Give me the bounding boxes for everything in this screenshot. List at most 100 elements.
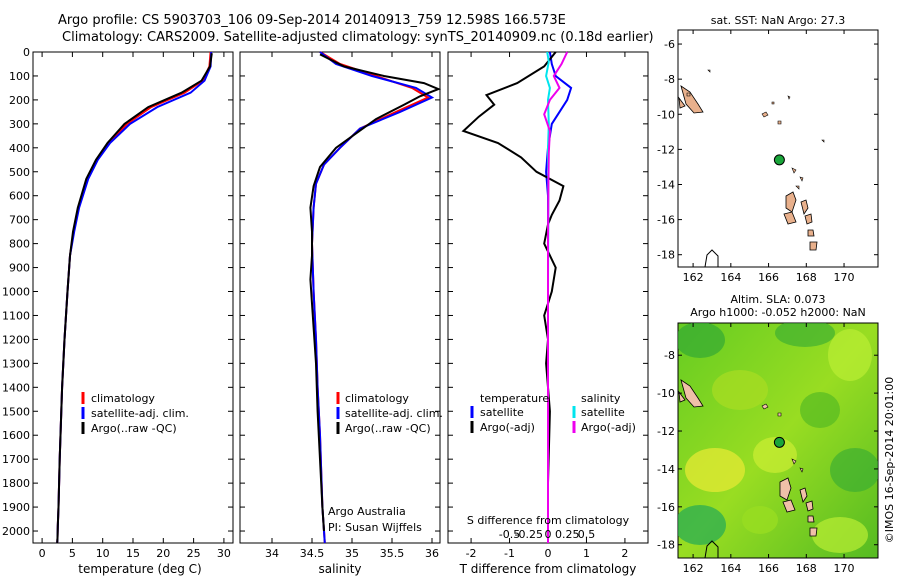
temperature-ticks: 0 5 10 15 20 25 30 [33, 51, 233, 560]
map-x-tick-label: 168 [796, 271, 817, 284]
map-x-tick-label: 164 [720, 271, 741, 284]
series-satellite-adj-clim- [56, 51, 213, 544]
depth-tick-label: 2000 [2, 525, 30, 538]
sst-map-frame [677, 29, 879, 268]
credit-org: Argo Australia [328, 505, 406, 518]
depth-tick-label: 1000 [2, 286, 30, 299]
depth-tick-label: 100 [9, 70, 30, 83]
x-tick-label: 2 [621, 547, 628, 560]
x-tick-label: 1 [583, 547, 590, 560]
sst-map-ticks: 162 164 166 168 170 -6 -8 -10 -12 -14 -16 -18 [657, 30, 878, 284]
legend-argo: Argo(..raw -QC) [91, 422, 177, 435]
x-tick-label: 35.5 [380, 547, 405, 560]
diff-legend-sal-satellite: satellite [581, 406, 625, 419]
map-x-tick-label: 170 [834, 562, 855, 575]
depth-tick-label: 1700 [2, 453, 30, 466]
imos-timestamp: ©IMOS 16-Sep-2014 20:01:00 [883, 377, 896, 543]
temperature-legend: climatology satellite-adj. clim. Argo(..… [81, 392, 189, 435]
s-diff-tick-label: -0.5 [499, 528, 520, 541]
sst-map-land [678, 69, 825, 267]
series-argo-raw-qc- [309, 53, 442, 532]
series-salinity-argo-adj- [543, 51, 569, 543]
sal-legend-satellite: satellite-adj. clim. [345, 407, 443, 420]
map-y-tick-label: -6 [664, 38, 675, 51]
depth-tick-label: 700 [9, 214, 30, 227]
new-caledonia-coast [704, 249, 719, 267]
sla-map-ticks: 162 164 166 168 170 -8 -10 -12 -14 -16 -18 [657, 323, 878, 575]
map-y-tick-label: -18 [657, 539, 675, 552]
depth-tick-labels: 0 100 200 300 400 500 600 700 800 900 1000 1100 1200… [2, 46, 30, 538]
depth-tick-label: 0 [23, 46, 30, 59]
x-tick-label: 34.5 [300, 547, 325, 560]
sst-map-title: sat. SST: NaN Argo: 27.3 [711, 14, 845, 27]
map-y-tick-label: -18 [657, 249, 675, 262]
depth-tick-label: 1100 [2, 309, 30, 322]
maewo [800, 199, 809, 215]
s-diff-tick-label: 0.5 [578, 528, 596, 541]
depth-tick-label: 900 [9, 262, 30, 275]
islet [686, 92, 691, 97]
depth-tick-label: 1600 [2, 429, 30, 442]
map-y-tick-label: -10 [657, 387, 675, 400]
depth-tick-label: 600 [9, 190, 30, 203]
x-tick-label: 5 [69, 547, 76, 560]
temperature-panel-frame [32, 51, 234, 544]
difference-top-xlabel: S difference from climatology [467, 514, 630, 527]
depth-tick-label: 1200 [2, 333, 30, 346]
s-diff-tick-label: -0.25 [515, 528, 543, 541]
sla-map-panel: Altim. SLA: 0.073 Argo h1000: -0.052 h20… [657, 293, 879, 575]
vanuatu-north-island [680, 85, 704, 114]
map-y-tick-label: -12 [657, 425, 675, 438]
x-tick-label: 30 [217, 547, 231, 560]
salinity-xlabel: salinity [318, 562, 361, 576]
map-y-tick-label: -10 [657, 108, 675, 121]
series-satellite-adj-clim- [310, 51, 435, 544]
map-x-tick-label: 162 [683, 562, 704, 575]
x-tick-label: 0 [39, 547, 46, 560]
temperature-xlabel: temperature (deg C) [78, 562, 201, 576]
efate-islands [807, 229, 818, 251]
difference-panel: -2 -1 0 1 2 S difference from climatology -0… [447, 51, 649, 576]
x-tick-label: 36 [425, 547, 439, 560]
depth-tick-label: 1900 [2, 501, 30, 514]
difference-series [461, 51, 573, 543]
s-diff-tick-label: 0.25 [555, 528, 580, 541]
map-x-tick-label: 168 [796, 562, 817, 575]
scattered-islets [707, 69, 825, 143]
s-diff-tick-label: 0 [545, 528, 552, 541]
x-tick-label: -2 [466, 547, 477, 560]
map-y-tick-label: -8 [664, 73, 675, 86]
series-argo-raw-qc- [56, 53, 213, 544]
map-x-tick-label: 162 [683, 271, 704, 284]
difference-ticks: -2 -1 0 1 2 [448, 51, 648, 560]
x-tick-label: 34 [265, 547, 279, 560]
diff-legend-sal-title: salinity [581, 392, 621, 405]
credit-pi: PI: Susan Wijffels [328, 521, 422, 534]
depth-tick-label: 500 [9, 166, 30, 179]
diff-legend-temp-title: temperature [480, 392, 549, 405]
espiritu-santo [785, 191, 797, 213]
sla-map-title: Altim. SLA: 0.073 [730, 293, 825, 306]
difference-legend-salinity: salinity satellite Argo(-adj) [572, 392, 636, 434]
island [678, 96, 686, 109]
depth-tick-label: 1400 [2, 381, 30, 394]
argo-position-marker-sla [773, 436, 785, 448]
x-tick-label: 10 [96, 547, 110, 560]
map-y-tick-label: -12 [657, 143, 675, 156]
salinity-panel-frame [239, 51, 441, 544]
salinity-difference-tick-labels: -0.5-0.25 0 0.250.5 [499, 528, 595, 541]
sst-map-panel: sat. SST: NaN Argo: 27.3 162 164 166 168 170… [657, 14, 879, 284]
depth-tick-label: 300 [9, 118, 30, 131]
x-tick-label: 20 [156, 547, 170, 560]
map-y-tick-label: -16 [657, 214, 675, 227]
malakula [783, 211, 797, 225]
series-temperature-argo-adj- [461, 51, 565, 543]
depth-tick-label: 1300 [2, 357, 30, 370]
map-x-tick-label: 166 [758, 562, 779, 575]
salinity-series [309, 51, 442, 544]
sla-map-subtitle: Argo h1000: -0.052 h2000: NaN [690, 306, 866, 319]
map-x-tick-label: 170 [834, 271, 855, 284]
x-tick-label: 0 [545, 547, 552, 560]
map-y-tick-label: -14 [657, 178, 675, 191]
